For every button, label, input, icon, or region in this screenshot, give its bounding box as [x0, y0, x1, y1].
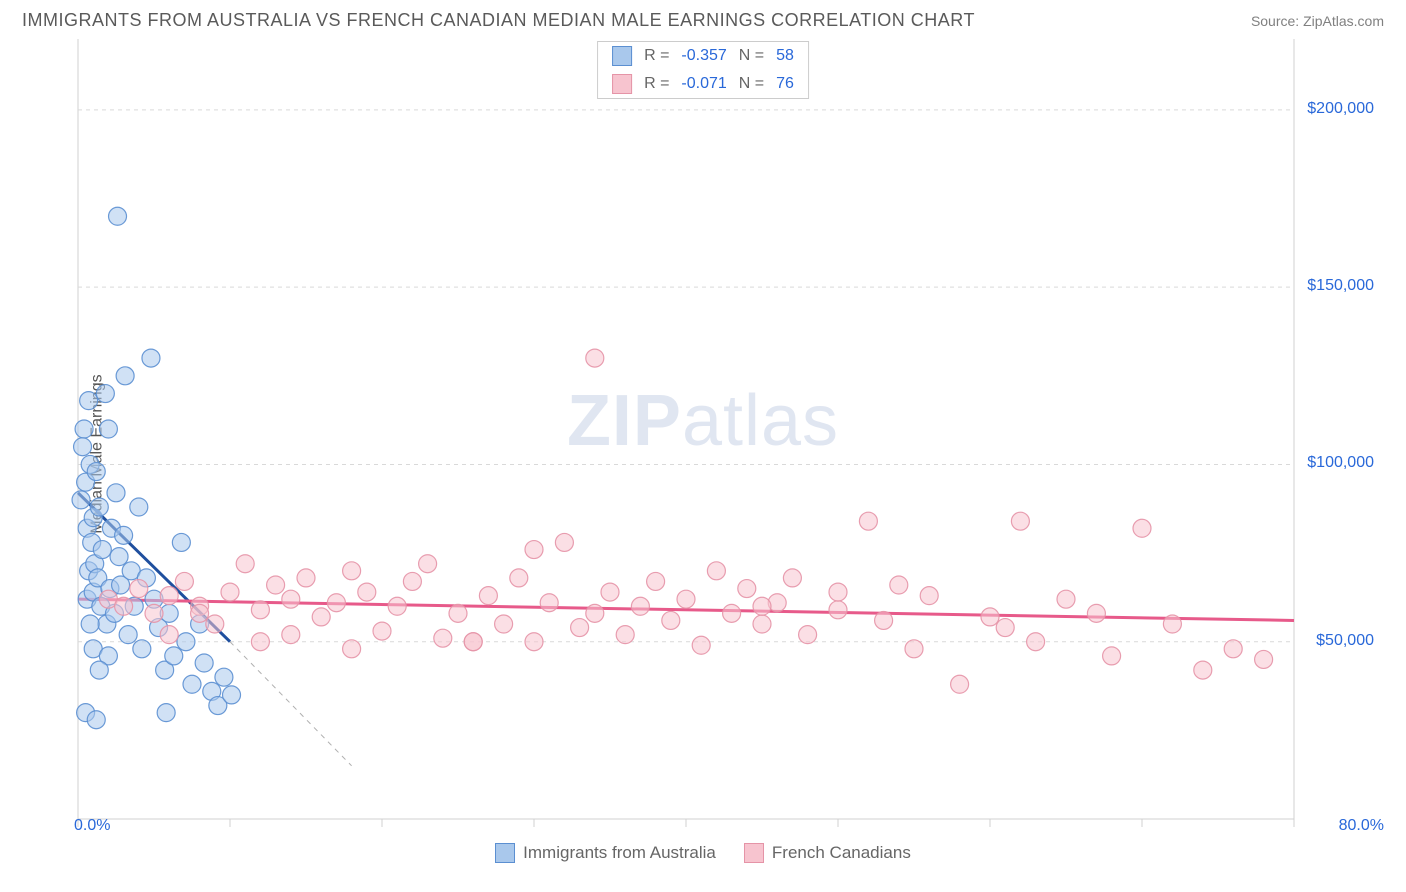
y-tick-label: $50,000: [1316, 632, 1374, 650]
n-label-1: N =: [739, 75, 764, 93]
legend-series-item-0: Immigrants from Australia: [495, 843, 716, 863]
x-axis-min-label: 0.0%: [74, 817, 110, 835]
chart-area: Median Male Earnings ZIPatlas R = -0.357…: [22, 39, 1384, 869]
source-value: ZipAtlas.com: [1303, 13, 1384, 29]
n-label-0: N =: [739, 47, 764, 65]
title-bar: IMMIGRANTS FROM AUSTRALIA VS FRENCH CANA…: [0, 0, 1406, 35]
r-value-1: -0.071: [681, 75, 726, 93]
chart-svg: [22, 39, 1384, 869]
legend-stats-row-1: R = -0.071 N = 76: [598, 70, 808, 98]
y-tick-label: $150,000: [1307, 277, 1374, 295]
chart-title: IMMIGRANTS FROM AUSTRALIA VS FRENCH CANA…: [22, 10, 975, 31]
legend-stats: R = -0.357 N = 58 R = -0.071 N = 76: [597, 41, 809, 99]
y-tick-label: $200,000: [1307, 100, 1374, 118]
n-value-1: 76: [776, 75, 794, 93]
r-label-1: R =: [644, 75, 669, 93]
n-value-0: 58: [776, 47, 794, 65]
source-attribution: Source: ZipAtlas.com: [1251, 13, 1384, 29]
legend-series-item-1: French Canadians: [744, 843, 911, 863]
x-axis-max-label: 80.0%: [1339, 817, 1384, 835]
legend-swatch-0: [612, 46, 632, 66]
legend-series-swatch-0: [495, 843, 515, 863]
source-label: Source:: [1251, 13, 1299, 29]
legend-series: Immigrants from Australia French Canadia…: [22, 843, 1384, 863]
legend-stats-row-0: R = -0.357 N = 58: [598, 42, 808, 70]
r-label-0: R =: [644, 47, 669, 65]
legend-series-label-1: French Canadians: [772, 843, 911, 863]
y-tick-label: $100,000: [1307, 454, 1374, 472]
legend-swatch-1: [612, 74, 632, 94]
legend-series-swatch-1: [744, 843, 764, 863]
r-value-0: -0.357: [681, 47, 726, 65]
legend-series-label-0: Immigrants from Australia: [523, 843, 716, 863]
